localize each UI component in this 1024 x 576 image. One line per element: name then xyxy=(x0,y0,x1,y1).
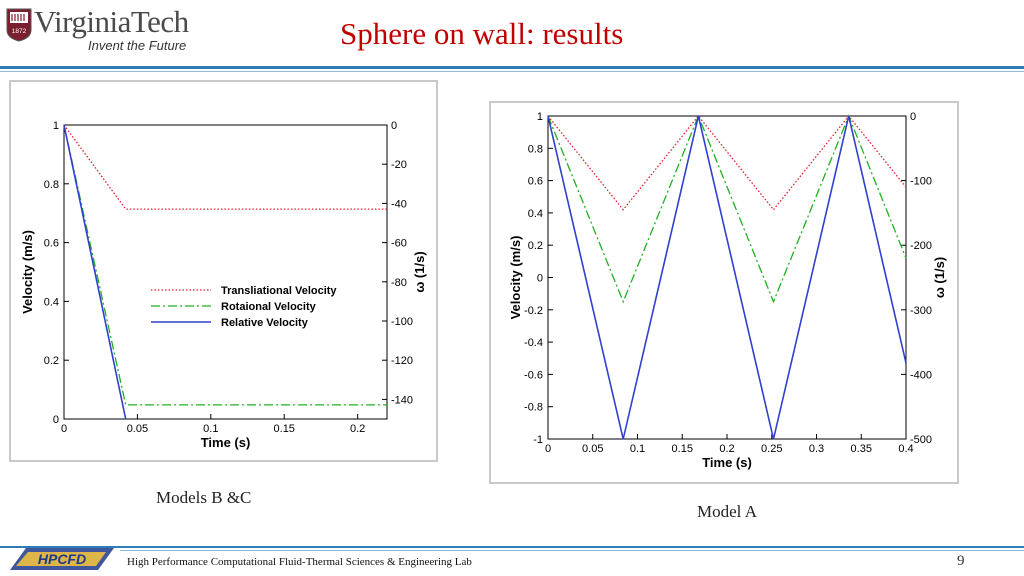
series-line-3 xyxy=(547,115,907,440)
series-line-2 xyxy=(547,114,907,304)
x-tick-label: 0.05 xyxy=(127,423,148,435)
logo-wordmark: VirginiaTech xyxy=(34,4,189,39)
x-tick-label: 0.15 xyxy=(274,423,295,435)
logo-year: 1872 xyxy=(12,28,27,35)
x-tick-label: 0.1 xyxy=(630,443,645,455)
y-tick-label: -0.2 xyxy=(524,305,543,317)
hpcfd-logo-text: HPCFD xyxy=(38,551,86,567)
y-tick-label: -0.6 xyxy=(524,369,543,381)
y2-tick-label: -120 xyxy=(391,355,413,367)
footer-rule-thin xyxy=(120,550,1024,551)
y-tick-label: 0.2 xyxy=(528,240,543,252)
slide-title: Sphere on wall: results xyxy=(340,16,624,51)
y-tick-label: 0.8 xyxy=(44,179,59,191)
header-rule-thin xyxy=(0,71,1024,72)
caption-model-a: Model A xyxy=(697,502,757,521)
x-tick-label: 0.35 xyxy=(851,443,872,455)
y2-tick-label: 0 xyxy=(391,120,397,132)
y-tick-label: 0 xyxy=(537,273,543,285)
virginia-tech-logo: 1872 VirginiaTech Invent the Future xyxy=(4,4,204,54)
footer-rule xyxy=(0,546,1024,548)
y-tick-label: 0.6 xyxy=(528,176,543,188)
legend-label-1: Transliational Velocity xyxy=(221,285,337,297)
y-tick-label: 1 xyxy=(53,120,59,132)
y-tick-label: 0.2 xyxy=(44,355,59,367)
x-tick-label: 0.3 xyxy=(809,443,824,455)
x-tick-label: 0.25 xyxy=(761,443,782,455)
page-number: 9 xyxy=(957,553,965,569)
footer-lab-name: High Performance Computational Fluid-The… xyxy=(127,556,472,568)
chart-panel-model-a: 0 0.05 0.1 0.15 0.2 0.25 0.3 0.35 0.4 -1 -0.8 -0.6 -… xyxy=(489,101,959,484)
x-tick-label: 0.4 xyxy=(898,443,913,455)
y2-tick-label: -80 xyxy=(391,277,407,289)
vt-shield-icon: 1872 xyxy=(6,8,32,42)
y-tick-label: 0.4 xyxy=(44,296,59,308)
y-tick-label: 0 xyxy=(53,414,59,426)
chart-panel-models-bc: 0 0.05 0.1 0.15 0.2 0 0.2 0.4 0.6 0.8 1 0 -20 -40 -60 -… xyxy=(9,80,438,462)
caption-models-bc: Models B &C xyxy=(156,488,252,507)
y-tick-label: 0.4 xyxy=(528,208,543,220)
x-tick-label: 0 xyxy=(61,423,67,435)
x-tick-label: 0.1 xyxy=(203,423,218,435)
hpcfd-logo: HPCFD xyxy=(10,548,114,570)
y2-tick-label: -100 xyxy=(391,316,413,328)
y2-tick-label: -60 xyxy=(391,238,407,250)
y-tick-label: 0.8 xyxy=(528,143,543,155)
logo-tagline: Invent the Future xyxy=(88,38,187,53)
y2-tick-label: -400 xyxy=(910,369,932,381)
chart-model-a: 0 0.05 0.1 0.15 0.2 0.25 0.3 0.35 0.4 -1 -0.8 -0.6 -… xyxy=(508,111,947,470)
y2-tick-label: -20 xyxy=(391,159,407,171)
x-axis-title: Time (s) xyxy=(702,455,752,470)
y-tick-label: 1 xyxy=(537,111,543,123)
y2-tick-label: -40 xyxy=(391,198,407,210)
y-axis-title: Velocity (m/s) xyxy=(508,236,523,320)
y2-tick-label: -500 xyxy=(910,434,932,446)
x-tick-label: 0.2 xyxy=(350,423,365,435)
y2-tick-label: -200 xyxy=(910,240,932,252)
y-tick-label: -0.4 xyxy=(524,337,543,349)
x-tick-label: 0 xyxy=(545,443,551,455)
plot-frame xyxy=(63,124,388,420)
plot-frame xyxy=(547,115,907,440)
series-line-3 xyxy=(63,124,127,420)
y2-tick-label: -100 xyxy=(910,176,932,188)
x-tick-label: 0.2 xyxy=(719,443,734,455)
x-axis-title: Time (s) xyxy=(201,435,251,450)
header-rule xyxy=(0,66,1024,69)
y-tick-label: 0.6 xyxy=(44,238,59,250)
y2-tick-label: -300 xyxy=(910,305,932,317)
y-axis-title: Velocity (m/s) xyxy=(20,230,35,314)
y-tick-label: -0.8 xyxy=(524,402,543,414)
series-line-2 xyxy=(63,124,387,406)
y2-tick-label: -140 xyxy=(391,394,413,406)
x-tick-label: 0.15 xyxy=(672,443,693,455)
y-tick-label: -1 xyxy=(533,434,543,446)
y2-tick-label: 0 xyxy=(910,111,916,123)
legend-label-2: Rotaional Velocity xyxy=(221,301,317,313)
y2-axis-title: ω (1/s) xyxy=(412,251,427,292)
chart-models-bc: 0 0.05 0.1 0.15 0.2 0 0.2 0.4 0.6 0.8 1 0 -20 -40 -60 -… xyxy=(20,120,427,450)
legend-label-3: Relative Velocity xyxy=(221,317,309,329)
x-tick-label: 0.05 xyxy=(582,443,603,455)
y2-axis-title: ω (1/s) xyxy=(932,257,947,298)
